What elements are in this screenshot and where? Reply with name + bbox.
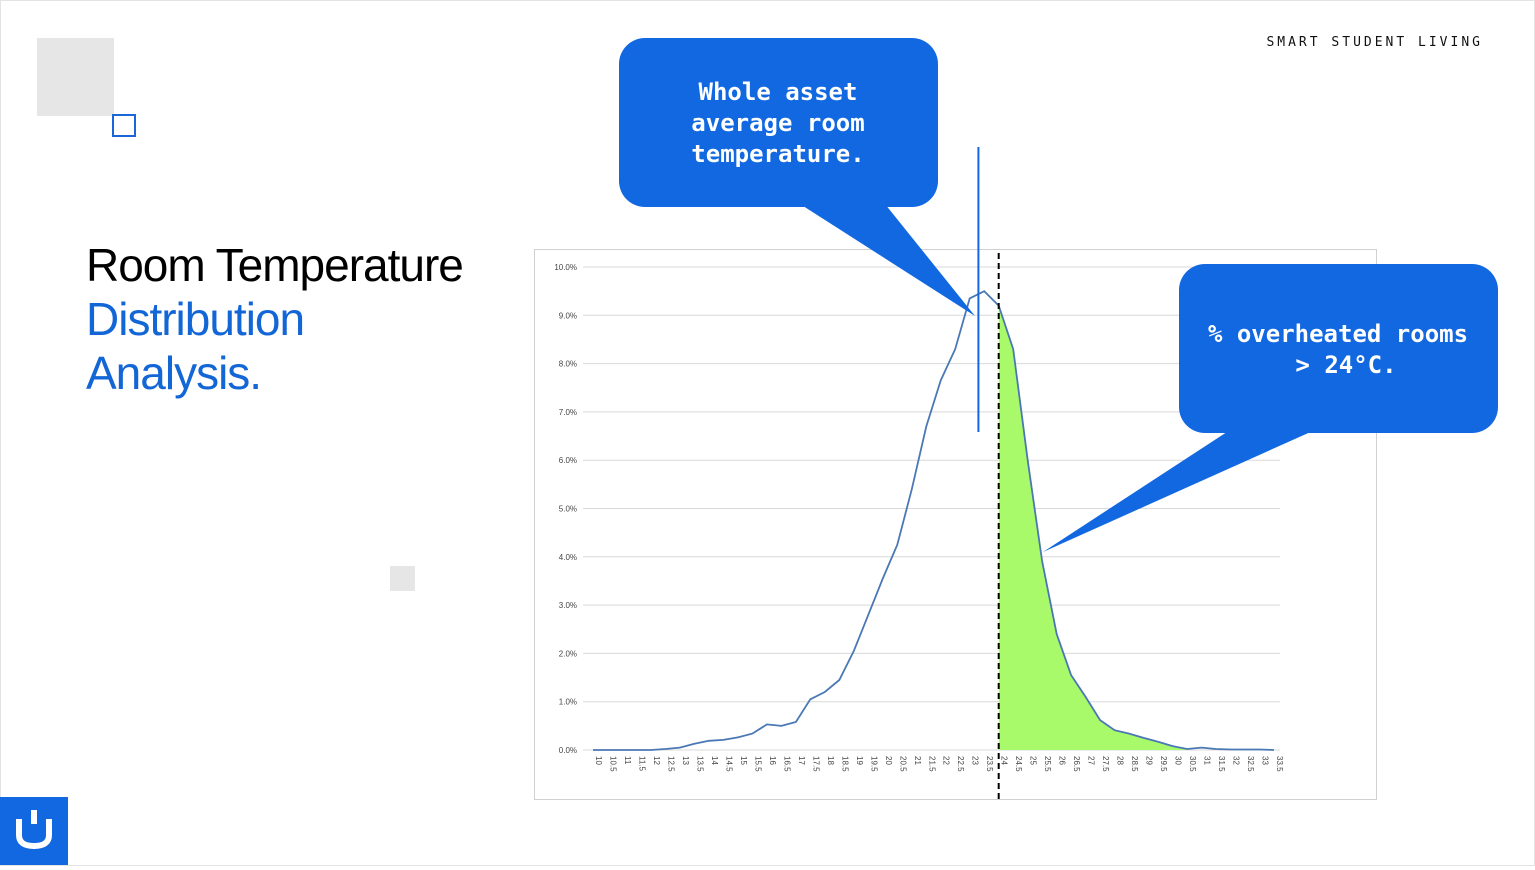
y-tick-label: 5.0% bbox=[559, 505, 577, 514]
x-tick-label: 16 bbox=[768, 756, 777, 765]
x-tick-label: 28.5 bbox=[1130, 756, 1139, 772]
y-tick-label: 7.0% bbox=[559, 408, 577, 417]
x-tick-label: 23 bbox=[971, 756, 980, 765]
x-tick-label: 12.5 bbox=[666, 756, 675, 772]
x-tick-label: 21.5 bbox=[927, 756, 936, 772]
y-axis-ticks: 0.0% 1.0% 2.0% 3.0% 4.0% 5.0% 6.0% 7.0% 8.0% 9.0%… bbox=[554, 263, 577, 755]
y-tick-label: 8.0% bbox=[559, 360, 577, 369]
y-tick-label: 2.0% bbox=[559, 649, 577, 658]
x-tick-label: 11.5 bbox=[637, 756, 646, 772]
x-tick-label: 23.5 bbox=[985, 756, 994, 772]
x-tick-label: 33 bbox=[1261, 756, 1270, 765]
brand-tagline: SMART STUDENT LIVING bbox=[1266, 35, 1483, 50]
x-tick-label: 31.5 bbox=[1217, 756, 1226, 772]
x-tick-label: 32 bbox=[1232, 756, 1241, 765]
x-tick-label: 24.5 bbox=[1014, 756, 1023, 772]
x-tick-label: 25 bbox=[1029, 756, 1038, 765]
overheated-callout: % overheated rooms > 24°C. bbox=[1043, 264, 1498, 552]
y-tick-label: 9.0% bbox=[559, 311, 577, 320]
x-tick-label: 10.5 bbox=[608, 756, 617, 772]
x-tick-label: 22.5 bbox=[956, 756, 965, 772]
callout-pointer-average bbox=[800, 204, 975, 316]
x-tick-label: 15 bbox=[739, 756, 748, 765]
title-line-3: Analysis. bbox=[86, 347, 262, 399]
x-tick-label: 24 bbox=[1000, 756, 1009, 765]
x-tick-label: 29.5 bbox=[1159, 756, 1168, 772]
y-tick-label: 6.0% bbox=[559, 456, 577, 465]
x-tick-label: 20 bbox=[884, 756, 893, 765]
x-tick-label: 14 bbox=[710, 756, 719, 765]
y-tick-label: 10.0% bbox=[554, 263, 577, 272]
x-tick-label: 29 bbox=[1145, 756, 1154, 765]
decorative-square-outline bbox=[112, 114, 136, 137]
callout-bubble-overheated bbox=[1179, 264, 1498, 433]
x-tick-label: 26 bbox=[1058, 756, 1067, 765]
x-tick-label: 30 bbox=[1174, 756, 1183, 765]
x-tick-label: 10 bbox=[594, 756, 603, 765]
x-tick-label: 19 bbox=[855, 756, 864, 765]
callout-text-overheated-2: > 24°C. bbox=[1295, 351, 1396, 379]
x-tick-label: 28 bbox=[1116, 756, 1125, 765]
title-line-1: Room Temperature bbox=[86, 239, 464, 291]
decorative-square-small bbox=[390, 566, 415, 591]
x-tick-label: 22 bbox=[942, 756, 951, 765]
callout-text-average-2: average room bbox=[691, 109, 864, 137]
y-tick-label: 1.0% bbox=[559, 698, 577, 707]
x-tick-label: 20.5 bbox=[898, 756, 907, 772]
x-tick-label: 17.5 bbox=[811, 756, 820, 772]
x-tick-label: 33.5 bbox=[1275, 756, 1284, 772]
x-tick-label: 32.5 bbox=[1246, 756, 1255, 772]
page-title: Room Temperature Distribution Analysis. bbox=[86, 238, 464, 400]
x-tick-label: 19.5 bbox=[869, 756, 878, 772]
x-tick-label: 30.5 bbox=[1188, 756, 1197, 772]
x-tick-label: 13 bbox=[681, 756, 690, 765]
logo-icon bbox=[16, 810, 52, 850]
x-tick-label: 13.5 bbox=[695, 756, 704, 772]
x-tick-label: 27 bbox=[1087, 756, 1096, 765]
x-axis-ticks: 10 10.5 11 11.5 12 12.5 13 13.5 14 14.5 15 15.5 16 16… bbox=[594, 756, 1284, 772]
callout-pointer-overheated bbox=[1043, 430, 1315, 552]
x-tick-label: 12 bbox=[652, 756, 661, 765]
x-tick-label: 26.5 bbox=[1072, 756, 1081, 772]
callout-text-average-1: Whole asset bbox=[699, 78, 858, 106]
callout-bubble-average bbox=[619, 38, 938, 207]
x-tick-label: 21 bbox=[913, 756, 922, 765]
overheated-area bbox=[998, 305, 1188, 750]
title-line-2: Distribution bbox=[86, 293, 305, 345]
decorative-square-large bbox=[37, 38, 114, 116]
x-tick-label: 15.5 bbox=[753, 756, 762, 772]
temperature-distribution-line bbox=[593, 290, 1275, 751]
x-tick-label: 31 bbox=[1203, 756, 1212, 765]
chart-gridlines bbox=[583, 266, 1280, 751]
x-tick-label: 18 bbox=[826, 756, 835, 765]
x-tick-label: 14.5 bbox=[724, 756, 733, 772]
x-tick-label: 27.5 bbox=[1101, 756, 1110, 772]
y-tick-label: 0.0% bbox=[559, 746, 577, 755]
x-tick-label: 18.5 bbox=[840, 756, 849, 772]
callout-text-overheated-1: % overheated rooms bbox=[1208, 320, 1468, 348]
brand-logo bbox=[0, 797, 68, 865]
x-tick-label: 11 bbox=[623, 756, 632, 765]
y-tick-label: 4.0% bbox=[559, 553, 577, 562]
x-tick-label: 16.5 bbox=[782, 756, 791, 772]
average-temperature-callout: Whole asset average room temperature. bbox=[619, 38, 975, 316]
y-tick-label: 3.0% bbox=[559, 601, 577, 610]
x-tick-label: 25.5 bbox=[1043, 756, 1052, 772]
x-tick-label: 17 bbox=[797, 756, 806, 765]
callout-text-average-3: temperature. bbox=[691, 140, 864, 168]
